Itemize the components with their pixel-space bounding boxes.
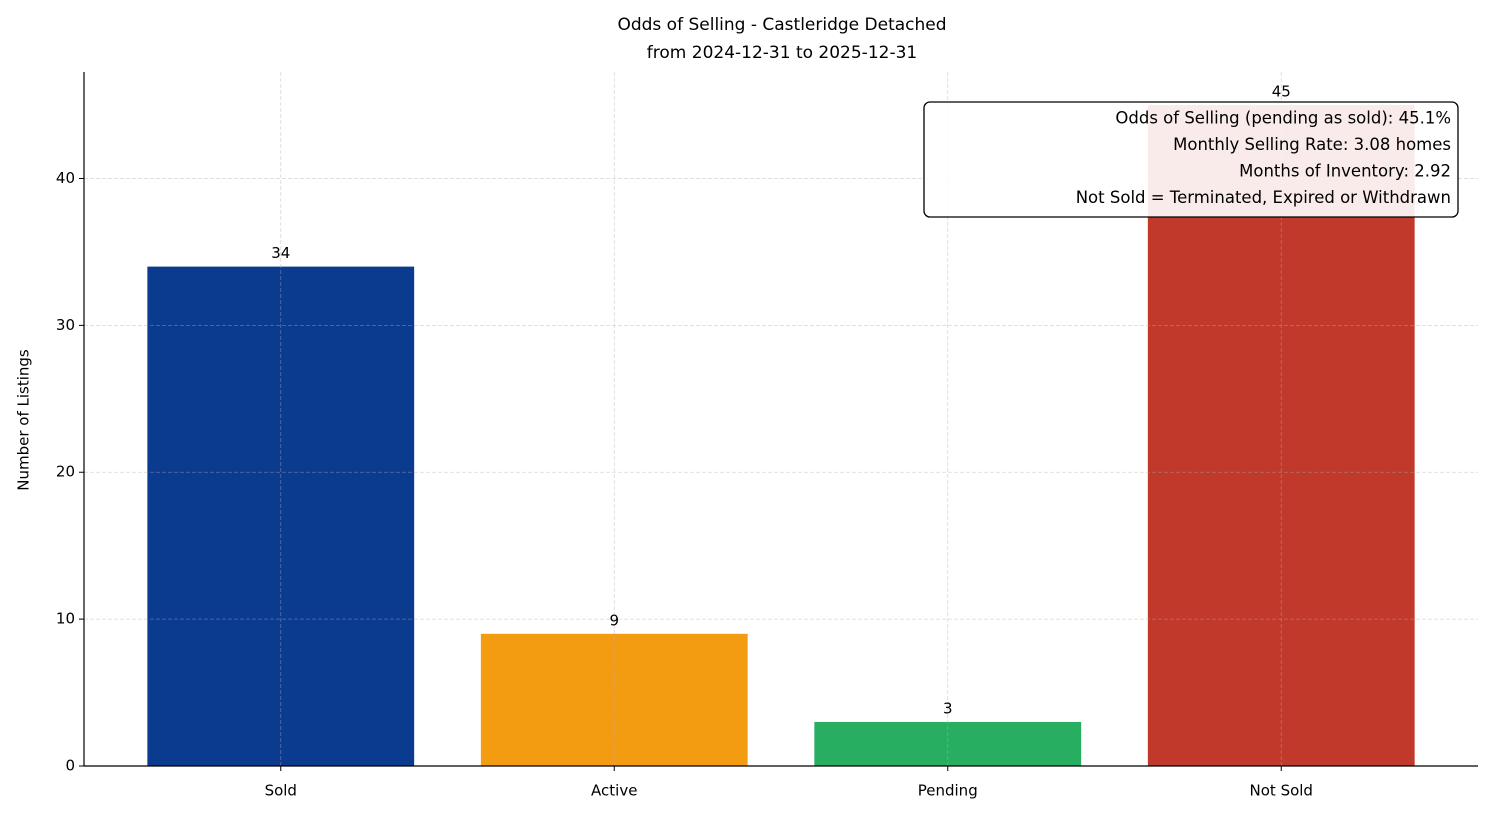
chart-title: Odds of Selling - Castleridge Detached: [617, 15, 946, 35]
annotation-text: Monthly Selling Rate: 3.08 homes: [1173, 135, 1451, 154]
annotation-frame: [923, 101, 1459, 218]
y-tick-label: 30: [56, 316, 75, 334]
value-label: 9: [609, 611, 619, 629]
annotation-text: Months of Inventory: 2.92: [1239, 162, 1451, 181]
y-tick-label: 40: [56, 169, 75, 187]
x-tick-label: Sold: [265, 782, 297, 800]
annotation-text: Not Sold = Terminated, Expired or Withdr…: [1076, 188, 1451, 207]
y-tick-label: 10: [56, 610, 75, 628]
chart-subtitle: from 2024-12-31 to 2025-12-31: [647, 43, 917, 63]
x-tick-label: Active: [591, 782, 637, 800]
y-tick-label: 0: [65, 757, 75, 775]
y-axis-label: Number of Listings: [15, 349, 33, 491]
y-tick-label: 20: [56, 463, 75, 481]
annotation-box: Odds of Selling (pending as sold): 45.1%…: [923, 101, 1459, 218]
value-label: 45: [1272, 83, 1291, 101]
x-tick-label: Pending: [918, 782, 978, 800]
value-label: 3: [943, 699, 953, 717]
annotation-text: Odds of Selling (pending as sold): 45.1%: [1115, 109, 1451, 128]
value-label: 34: [271, 244, 290, 262]
x-tick-label: Not Sold: [1250, 782, 1313, 800]
